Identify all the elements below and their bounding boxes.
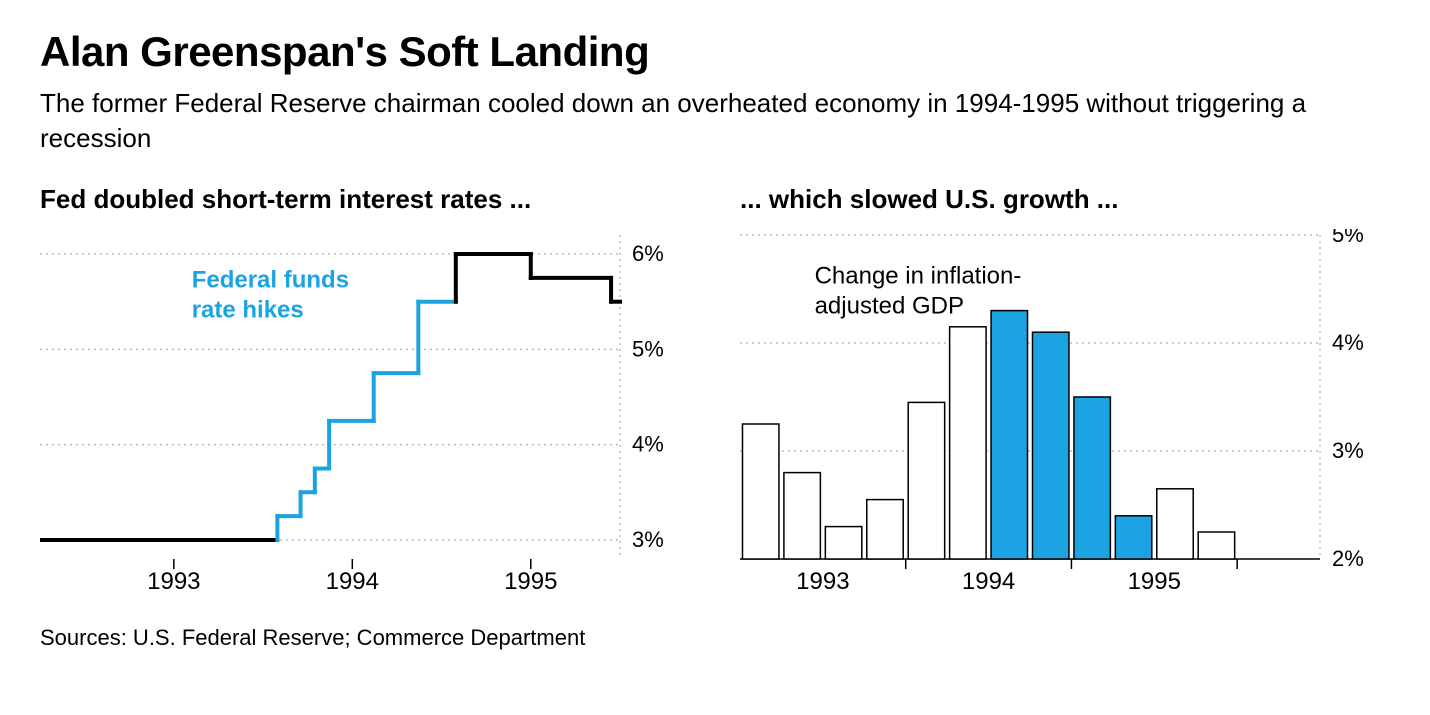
right-chart-block: ... which slowed U.S. growth ... 2% 3% 4% 5…	[740, 184, 1390, 599]
svg-text:Federal funds: Federal funds	[192, 267, 349, 294]
left-chart-block: Fed doubled short-term interest rates ..…	[40, 184, 690, 599]
bar-chart: 2% 3% 4% 5% 1993 1994 1995 Change in inflation-…	[740, 229, 1390, 599]
headline: Alan Greenspan's Soft Landing	[40, 28, 1390, 76]
svg-text:5%: 5%	[632, 337, 664, 362]
svg-text:3%: 3%	[632, 527, 664, 552]
svg-text:1993: 1993	[796, 568, 849, 595]
step-line-chart: 3% 4% 5% 6% 1993 1994 1995 Federal funds rate hi…	[40, 229, 690, 599]
sources: Sources: U.S. Federal Reserve; Commerce …	[40, 625, 1390, 651]
svg-text:1995: 1995	[504, 568, 557, 595]
svg-text:rate hikes: rate hikes	[192, 297, 304, 324]
svg-text:5%: 5%	[1332, 229, 1364, 247]
subhead: The former Federal Reserve chairman cool…	[40, 86, 1390, 156]
svg-text:3%: 3%	[1332, 438, 1364, 463]
svg-text:6%: 6%	[632, 241, 664, 266]
left-chart-area: 3% 4% 5% 6% 1993 1994 1995 Federal funds rate hi…	[40, 229, 690, 599]
svg-text:1995: 1995	[1128, 568, 1181, 595]
svg-text:2%: 2%	[1332, 546, 1364, 571]
svg-text:1994: 1994	[326, 568, 379, 595]
svg-text:4%: 4%	[1332, 330, 1364, 355]
svg-text:1993: 1993	[147, 568, 200, 595]
svg-text:1994: 1994	[962, 568, 1015, 595]
charts-row: Fed doubled short-term interest rates ..…	[40, 184, 1390, 599]
left-chart-title: Fed doubled short-term interest rates ..…	[40, 184, 690, 215]
svg-text:Change in inflation-: Change in inflation-	[815, 263, 1022, 290]
right-chart-title: ... which slowed U.S. growth ...	[740, 184, 1390, 215]
svg-text:4%: 4%	[632, 432, 664, 457]
svg-text:adjusted GDP: adjusted GDP	[815, 293, 964, 320]
right-chart-area: 2% 3% 4% 5% 1993 1994 1995 Change in inflation-…	[740, 229, 1390, 599]
